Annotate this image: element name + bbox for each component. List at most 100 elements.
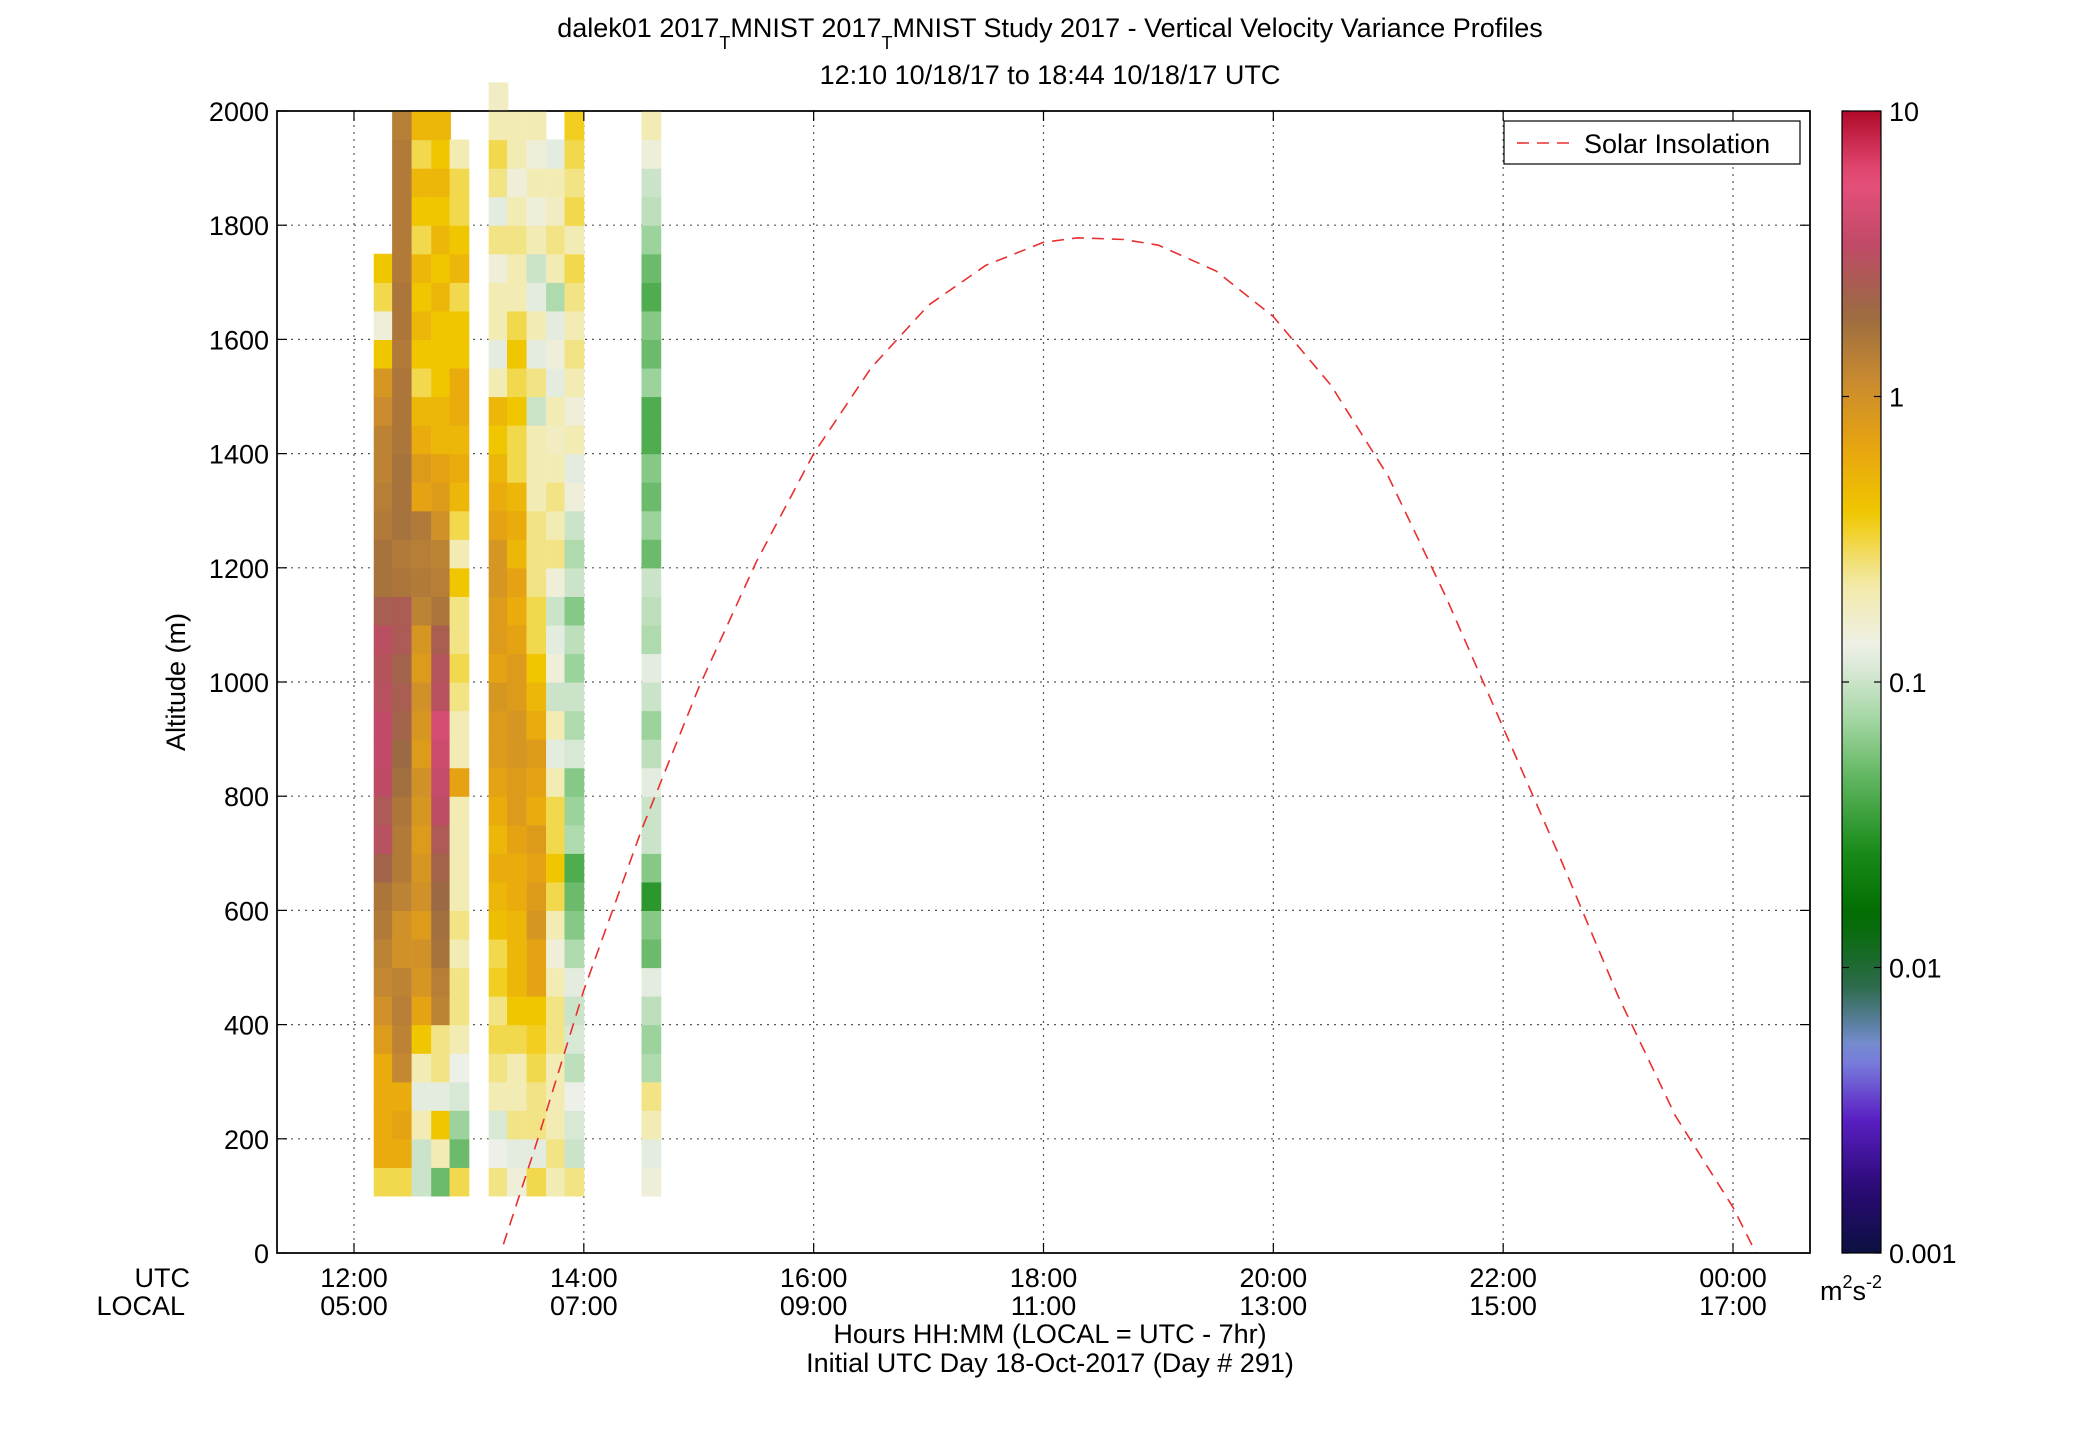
- heatmap-cell: [411, 510, 432, 540]
- heatmap-cell: [449, 225, 470, 255]
- heatmap-cell: [411, 310, 432, 340]
- heatmap-cell: [392, 282, 412, 312]
- heatmap-cell: [488, 482, 509, 512]
- heatmap-cell: [507, 653, 527, 683]
- heatmap-cell: [507, 1167, 527, 1197]
- heatmap-cell: [546, 139, 566, 169]
- heatmap-cell: [564, 881, 585, 911]
- heatmap-cell: [526, 653, 547, 683]
- heatmap-cell: [546, 1053, 566, 1083]
- x-tick-label-utc: 16:00: [780, 1263, 848, 1293]
- heatmap-cell: [546, 453, 566, 483]
- heatmap-cell: [392, 453, 412, 483]
- heatmap-cell: [488, 168, 509, 198]
- heatmap-cell: [373, 367, 394, 398]
- heatmap-cell: [488, 938, 509, 969]
- heatmap-cell: [392, 596, 412, 626]
- heatmap-cell: [641, 881, 662, 911]
- heatmap-cell: [431, 596, 451, 626]
- heatmap-cell: [488, 339, 509, 369]
- x-tick-label-utc: 18:00: [1010, 1263, 1078, 1293]
- heatmap-cell: [526, 482, 547, 512]
- heatmap-cell: [488, 881, 509, 911]
- colorbar-tick-label: 0.001: [1889, 1239, 1957, 1269]
- x-tick-label-local: 09:00: [780, 1291, 848, 1321]
- heatmap-cell: [449, 710, 470, 740]
- heatmap-cell: [392, 710, 412, 740]
- heatmap-cell: [507, 310, 527, 340]
- heatmap-cell: [431, 1167, 451, 1197]
- heatmap-cell: [526, 225, 547, 255]
- heatmap-cell: [526, 682, 547, 712]
- heatmap-cell: [641, 767, 662, 797]
- heatmap-cell: [546, 196, 566, 226]
- heatmap-cell: [526, 111, 547, 141]
- heatmap-cell: [546, 339, 566, 369]
- heatmap-cell: [392, 168, 412, 198]
- heatmap-cell: [526, 396, 547, 426]
- heatmap-cell: [641, 339, 662, 369]
- y-tick-label: 400: [224, 1011, 269, 1041]
- heatmap-cell: [546, 1138, 566, 1168]
- heatmap-cell: [546, 796, 566, 826]
- heatmap-cell: [488, 510, 509, 540]
- heatmap-cell: [546, 824, 566, 854]
- heatmap-cell: [449, 396, 470, 426]
- heatmap-cell: [488, 82, 509, 112]
- heatmap-cell: [449, 339, 470, 369]
- heatmap-cell: [431, 1138, 451, 1168]
- heatmap-cell: [431, 938, 451, 969]
- heatmap-cell: [449, 453, 470, 483]
- heatmap-cell: [507, 1081, 527, 1111]
- heatmap-cell: [411, 1110, 432, 1140]
- heatmap-cell: [564, 1167, 585, 1197]
- heatmap-cell: [411, 1053, 432, 1083]
- heatmap-cell: [449, 367, 470, 398]
- heatmap-cell: [564, 624, 585, 655]
- heatmap-cell: [431, 824, 451, 854]
- heatmap-cell: [507, 1024, 527, 1054]
- heatmap-cell: [449, 282, 470, 312]
- heatmap-cell: [449, 425, 470, 455]
- heatmap-cell: [546, 682, 566, 712]
- heatmap-cell: [411, 1167, 432, 1197]
- heatmap-cell: [641, 739, 662, 769]
- heatmap-cell: [373, 996, 394, 1026]
- heatmap-cell: [526, 853, 547, 883]
- heatmap-cell: [507, 111, 527, 141]
- heatmap-cell: [641, 567, 662, 597]
- heatmap-cell: [507, 339, 527, 369]
- colorbar-tick-label: 0.01: [1889, 954, 1942, 984]
- x-tick-label-local: 13:00: [1240, 1291, 1308, 1321]
- heatmap-cell: [488, 539, 509, 569]
- heatmap-cell: [449, 767, 470, 797]
- heatmap-cell: [488, 996, 509, 1026]
- heatmap-cell: [373, 682, 394, 712]
- heatmap-cell: [641, 282, 662, 312]
- heatmap-cell: [373, 482, 394, 512]
- heatmap-cell: [373, 253, 394, 283]
- heatmap-cell: [546, 938, 566, 969]
- heatmap-cell: [488, 796, 509, 826]
- heatmap-cell: [546, 168, 566, 198]
- heatmap-cell: [373, 881, 394, 911]
- heatmap-cell: [526, 1167, 547, 1197]
- heatmap-cell: [431, 425, 451, 455]
- heatmap-cell: [449, 253, 470, 283]
- heatmap-cell: [526, 339, 547, 369]
- heatmap-cell: [488, 453, 509, 483]
- heatmap-cell: [641, 139, 662, 169]
- heatmap-cell: [431, 482, 451, 512]
- heatmap-cell: [564, 396, 585, 426]
- legend-box: [1503, 120, 1801, 165]
- heatmap-cell: [392, 796, 412, 826]
- x-tick-label-local: 05:00: [320, 1291, 388, 1321]
- heatmap-cell: [411, 367, 432, 398]
- heatmap-cell: [546, 253, 566, 283]
- heatmap-cell: [546, 624, 566, 655]
- heatmap-cell: [641, 367, 662, 398]
- heatmap-cell: [411, 425, 432, 455]
- heatmap-cell: [411, 253, 432, 283]
- heatmap-cell: [488, 567, 509, 597]
